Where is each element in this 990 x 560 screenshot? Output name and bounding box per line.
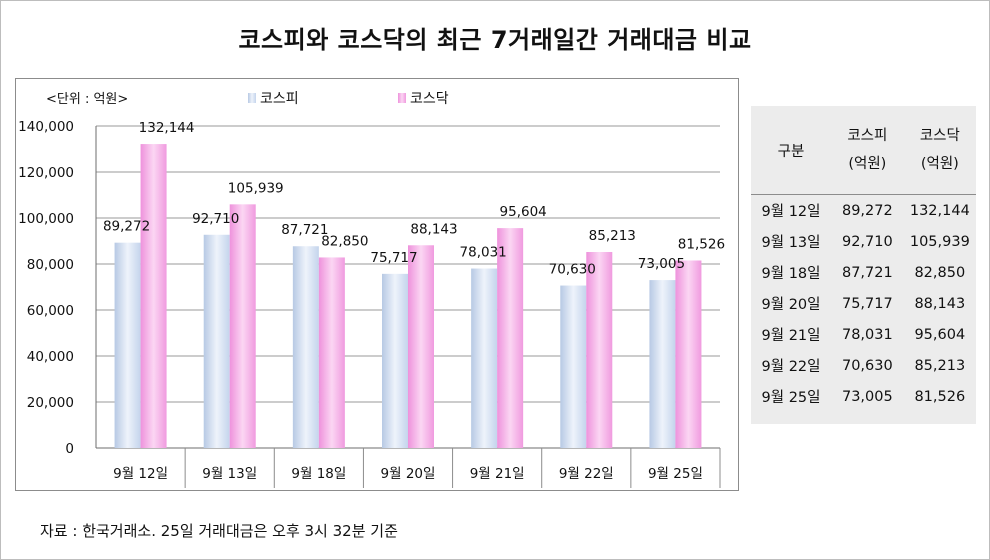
y-tick-label: 0 <box>65 441 74 457</box>
table-cell-date: 9월 21일 <box>761 328 821 344</box>
table-row: 9월 25일 73,005 81,526 <box>751 381 976 412</box>
table-cell-kosdaq: 105,939 <box>909 233 970 250</box>
table-row: 9월 22일 70,630 85,213 <box>751 350 976 381</box>
table-row: 9월 13일 92,710 105,939 <box>751 226 976 257</box>
bar-kospi <box>471 268 498 448</box>
table-cell-kospi: 75,717 <box>841 295 893 312</box>
bar-kospi <box>292 246 319 448</box>
data-label-kospi: 89,272 <box>103 219 150 235</box>
bar-kospi <box>649 280 676 448</box>
table-header-kosdaq: 코스닥 (억원) <box>903 106 976 195</box>
data-label-kosdaq: 81,526 <box>678 236 725 252</box>
bar-kospi <box>560 285 587 448</box>
table-row: 9월 21일 78,031 95,604 <box>751 319 976 350</box>
table-cell-date: 9월 25일 <box>761 390 821 406</box>
source-note: 자료 : 한국거래소. 25일 거래대금은 오후 3시 32분 기준 <box>40 522 398 540</box>
table-cell-date: 9월 12일 <box>761 204 821 220</box>
data-label-kospi: 73,005 <box>638 256 685 272</box>
table-cell-kosdaq: 88,143 <box>914 295 966 312</box>
data-label-kospi: 78,031 <box>460 245 507 261</box>
bar-kosdaq <box>675 260 702 448</box>
x-tick-label: 9월 20일 <box>381 466 436 482</box>
data-table: 구분 코스피 (억원) 코스닥 (억원) 9월 12일 89,272 132,144… <box>751 106 976 412</box>
data-label-kosdaq: 132,144 <box>139 120 195 136</box>
table-row: 9월 20일 75,717 88,143 <box>751 288 976 319</box>
table-cell-kospi: 78,031 <box>841 326 893 343</box>
legend-label-kospi: 코스피 <box>260 91 299 107</box>
x-tick-label: 9월 18일 <box>291 466 346 482</box>
table-cell-kosdaq: 132,144 <box>909 202 970 219</box>
table-cell-date: 9월 20일 <box>761 297 821 313</box>
data-label-kosdaq: 95,604 <box>500 204 547 220</box>
bar-kospi <box>114 242 141 448</box>
data-label-kosdaq: 105,939 <box>228 180 284 196</box>
legend-swatch-kospi <box>248 93 256 103</box>
legend-label-kosdaq: 코스닥 <box>410 91 449 107</box>
bar-kosdaq <box>408 245 434 448</box>
table-cell-kosdaq: 82,850 <box>914 264 966 281</box>
table-cell-kosdaq: 95,604 <box>914 326 966 343</box>
data-label-kospi: 87,721 <box>281 222 328 238</box>
bar-kosdaq <box>140 144 167 449</box>
x-tick-label: 9월 21일 <box>470 466 525 482</box>
y-tick-label: 100,000 <box>18 211 74 227</box>
y-tick-label: 80,000 <box>27 257 74 273</box>
legend-swatch-kosdaq <box>398 93 406 103</box>
y-tick-label: 60,000 <box>27 303 74 319</box>
unit-label: <단위 : 억원> <box>46 92 128 107</box>
x-tick-label: 9월 22일 <box>559 466 614 482</box>
data-label-kospi: 75,717 <box>370 250 417 266</box>
table-header-kospi: 코스피 (억원) <box>831 106 904 195</box>
data-label-kospi: 70,630 <box>549 262 596 278</box>
x-tick-label: 9월 25일 <box>648 466 703 482</box>
data-table-panel: 구분 코스피 (억원) 코스닥 (억원) 9월 12일 89,272 132,144… <box>751 106 976 424</box>
y-tick-label: 120,000 <box>18 165 74 181</box>
bar-kosdaq <box>229 204 256 448</box>
table-header-row: 구분 코스피 (억원) 코스닥 (억원) <box>751 106 976 195</box>
bar-kospi <box>382 273 408 448</box>
y-tick-label: 20,000 <box>27 395 74 411</box>
table-cell-kosdaq: 81,526 <box>914 388 966 405</box>
table-cell-kospi: 92,710 <box>841 233 893 250</box>
bar-kosdaq <box>318 257 345 448</box>
bar-chart: 0 20,000 40,000 60,000 80,000 100,000 120,000 1… <box>18 91 725 488</box>
table-cell-kospi: 70,630 <box>841 357 893 374</box>
table-cell-kosdaq: 85,213 <box>914 357 966 374</box>
y-tick-label: 40,000 <box>27 349 74 365</box>
table-cell-date: 9월 13일 <box>761 235 821 251</box>
table-cell-kospi: 89,272 <box>841 202 893 219</box>
x-tick-label: 9월 12일 <box>113 466 168 482</box>
data-label-kosdaq: 88,143 <box>410 221 457 237</box>
data-label-kosdaq: 82,850 <box>321 233 368 249</box>
chart-title: 코스피와 코스닥의 최근 7거래일간 거래대금 비교 <box>238 26 752 54</box>
bar-kosdaq <box>497 228 524 448</box>
table-row: 9월 18일 87,721 82,850 <box>751 257 976 288</box>
data-label-kosdaq: 85,213 <box>589 228 636 244</box>
table-cell-kospi: 87,721 <box>841 264 893 281</box>
table-header-label: 구분 <box>777 143 805 160</box>
table-cell-date: 9월 18일 <box>761 266 821 282</box>
table-cell-kospi: 73,005 <box>841 388 893 405</box>
x-tick-label: 9월 13일 <box>202 466 257 482</box>
data-label-kospi: 92,710 <box>192 211 239 227</box>
table-header-label: 코스닥 (억원) <box>919 128 960 172</box>
table-header-category: 구분 <box>751 106 832 195</box>
y-tick-label: 140,000 <box>18 119 74 135</box>
chart-area: 0 20,000 40,000 60,000 80,000 100,000 120,000 1… <box>15 78 739 491</box>
table-row: 9월 12일 89,272 132,144 <box>751 195 976 227</box>
bar-kosdaq <box>586 252 613 448</box>
table-cell-date: 9월 22일 <box>761 359 821 375</box>
bar-kospi <box>203 234 230 448</box>
table-header-label: 코스피 (억원) <box>847 128 888 172</box>
